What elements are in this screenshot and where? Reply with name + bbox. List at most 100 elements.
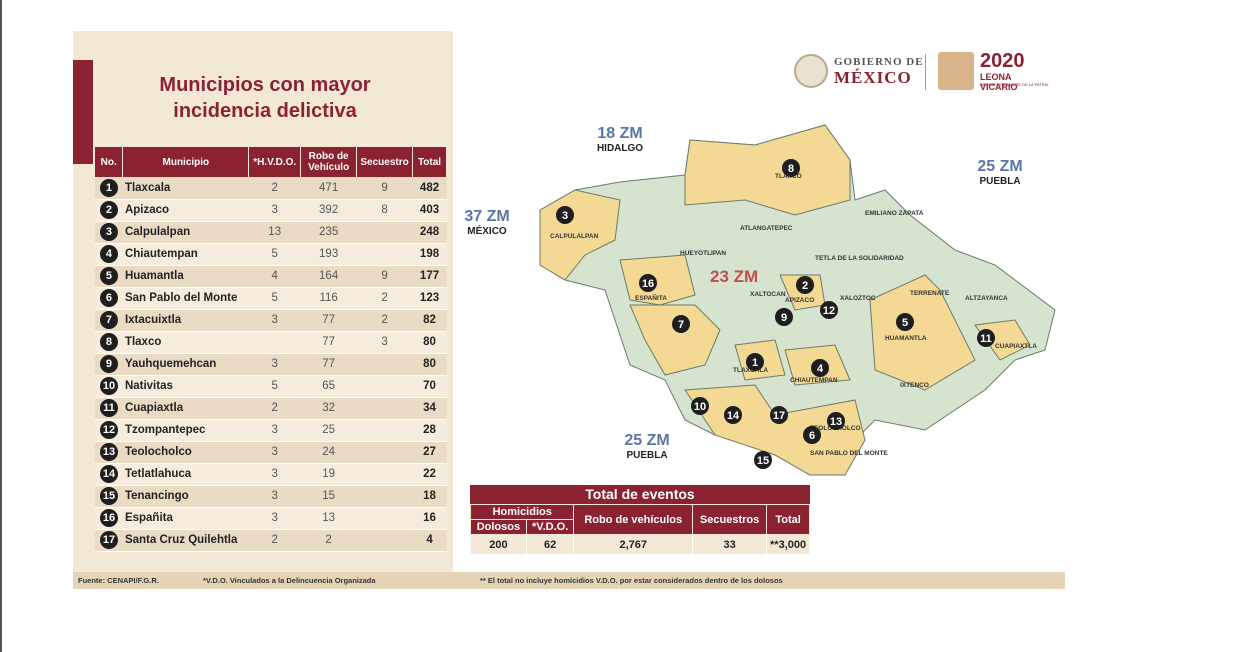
map-center-zm: 23 ZM bbox=[710, 267, 758, 286]
row-number-badge: 6 bbox=[99, 289, 118, 307]
region-state: MÉXICO bbox=[467, 226, 507, 237]
map-label: XALOZTOC bbox=[840, 295, 876, 302]
region-zm: 25 ZM bbox=[624, 432, 670, 449]
map-espanita bbox=[619, 254, 696, 306]
row-hvdo bbox=[248, 331, 301, 354]
row-municipio: Calpulalpan bbox=[122, 221, 249, 244]
map-marker-12 bbox=[820, 301, 838, 319]
row-number-cell: 12 bbox=[95, 419, 123, 442]
totals-header-row: Homicidios Robo de vehículos Secuestros … bbox=[469, 504, 810, 535]
portrait-icon bbox=[938, 52, 974, 90]
totals-total-header: Total bbox=[766, 504, 810, 535]
row-municipio: Nativitas bbox=[122, 375, 249, 398]
row-hvdo: 3 bbox=[248, 485, 301, 508]
row-municipio: Yauhquemehcan bbox=[122, 353, 249, 376]
map-label: ESPAÑITA bbox=[635, 293, 667, 302]
map-label: CALPULALPAN bbox=[550, 233, 599, 240]
header-no: No. bbox=[95, 147, 124, 177]
region-mexico: 37 ZM MÉXICO bbox=[452, 208, 522, 237]
tlaxcala-map: 23 ZM TLAXCOCALPULALPANESPAÑITAHUAMANTLA… bbox=[539, 124, 1056, 476]
row-municipio: Cuapiaxtla bbox=[122, 397, 249, 420]
row-robo: 77 bbox=[300, 309, 357, 332]
row-robo: 235 bbox=[300, 221, 357, 244]
map-marker-1 bbox=[746, 353, 764, 371]
map-marker-3 bbox=[556, 206, 574, 224]
row-robo: 65 bbox=[300, 375, 357, 398]
table-row: 4 Chiautempan 5 193 198 bbox=[95, 243, 447, 266]
row-secuestro bbox=[356, 507, 413, 530]
map-label: HUAMANTLA bbox=[885, 335, 927, 342]
map-label: ATLANGATEPEC bbox=[740, 225, 793, 232]
table-row: 3 Calpulalpan 13 235 248 bbox=[95, 221, 447, 244]
gov-line2: MÉXICO bbox=[834, 68, 912, 87]
map-label: TLAXCALA bbox=[733, 367, 768, 374]
row-hvdo: 5 bbox=[248, 287, 301, 310]
row-total: 22 bbox=[412, 463, 447, 486]
row-robo: 32 bbox=[300, 397, 357, 420]
map-marker-number: 4 bbox=[817, 363, 824, 375]
row-number-cell: 8 bbox=[95, 331, 123, 354]
region-zm: 25 ZM bbox=[977, 158, 1023, 175]
map-huamantla bbox=[869, 274, 976, 391]
row-number-cell: 1 bbox=[95, 177, 123, 200]
row-number-badge: 8 bbox=[99, 333, 118, 351]
row-total: 16 bbox=[412, 507, 447, 530]
map-marker-number: 8 bbox=[788, 163, 794, 175]
header-hvdo: *H.V.D.O. bbox=[248, 147, 302, 177]
map-label: EMILIANO ZAPATA bbox=[865, 210, 924, 217]
map-label: CHIAUTEMPAN bbox=[790, 377, 838, 384]
map-label: HUEYOTLIPAN bbox=[680, 250, 726, 257]
row-robo: 392 bbox=[300, 199, 357, 222]
totals-values-row: 200 62 2,767 33 **3,000 bbox=[470, 534, 810, 555]
row-municipio: Tlaxco bbox=[122, 331, 249, 354]
row-hvdo: 2 bbox=[248, 397, 301, 420]
row-total: 198 bbox=[412, 243, 447, 266]
row-hvdo: 3 bbox=[248, 199, 301, 222]
row-municipio: San Pablo del Monte bbox=[122, 287, 249, 310]
header-robo: Robo de Vehículo bbox=[300, 147, 358, 177]
row-number-badge: 1 bbox=[99, 178, 118, 197]
row-number-cell: 5 bbox=[95, 265, 123, 288]
row-hvdo: 3 bbox=[248, 463, 301, 486]
table-row: 16 Españita 3 13 16 bbox=[95, 507, 447, 530]
row-robo: 15 bbox=[300, 485, 357, 508]
map-marker-8 bbox=[782, 159, 800, 177]
header-secuestro: Secuestro bbox=[356, 147, 414, 177]
row-hvdo: 2 bbox=[248, 177, 301, 200]
row-municipio: Chiautempan bbox=[122, 243, 249, 266]
totals-robo-header: Robo de vehículos bbox=[573, 504, 693, 535]
row-secuestro bbox=[356, 375, 413, 398]
gov-line1: GOBIERNO DE bbox=[834, 56, 924, 68]
row-hvdo: 5 bbox=[248, 243, 301, 266]
row-robo: 164 bbox=[300, 265, 357, 288]
totals-table: Homicidios Robo de vehículos Secuestros … bbox=[469, 504, 810, 555]
map-marker-number: 12 bbox=[823, 305, 835, 317]
table-row: 5 Huamantla 4 164 9 177 bbox=[95, 265, 447, 288]
row-number-badge: 3 bbox=[99, 223, 118, 241]
row-secuestro: 2 bbox=[356, 309, 413, 332]
totals-vdo: 62 bbox=[525, 534, 575, 555]
logo-year: 2020 bbox=[980, 50, 1025, 72]
row-municipio: Tzompantepec bbox=[122, 419, 249, 442]
row-number-badge: 2 bbox=[99, 201, 118, 219]
row-robo: 13 bbox=[300, 507, 357, 530]
region-state: PUEBLA bbox=[979, 176, 1021, 187]
map-marker-5 bbox=[896, 313, 914, 331]
totals-secuestros: 33 bbox=[691, 534, 768, 555]
row-secuestro bbox=[356, 397, 413, 420]
row-total: 403 bbox=[412, 199, 447, 222]
map-marker-10 bbox=[691, 397, 709, 415]
row-municipio: Tetlatlahuca bbox=[122, 463, 249, 486]
row-municipio: Huamantla bbox=[122, 265, 249, 288]
region-zm: 18 ZM bbox=[597, 125, 643, 142]
header-municipio: Municipio bbox=[122, 147, 250, 177]
map-marker-number: 7 bbox=[678, 319, 684, 331]
row-number-cell: 15 bbox=[95, 485, 123, 508]
totals-total: **3,000 bbox=[766, 534, 810, 555]
table-row: 10 Nativitas 5 65 70 bbox=[95, 375, 447, 398]
row-secuestro bbox=[356, 463, 413, 486]
map-label: SAN PABLO DEL MONTE bbox=[810, 450, 888, 457]
row-hvdo: 5 bbox=[248, 375, 301, 398]
row-number-badge: 14 bbox=[99, 465, 118, 483]
map-marker-number: 15 bbox=[757, 455, 769, 467]
